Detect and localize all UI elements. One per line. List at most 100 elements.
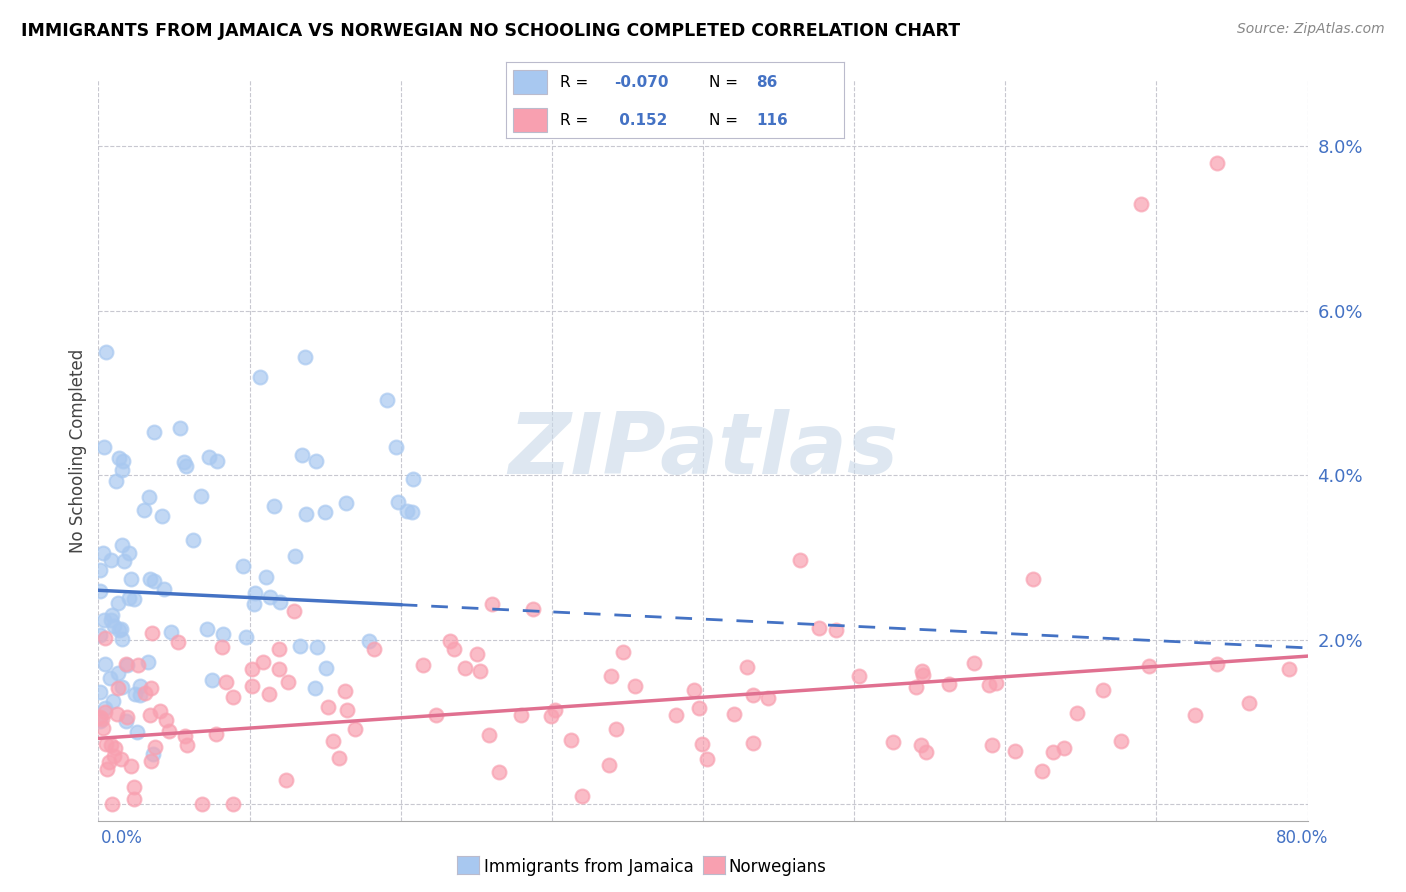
- Point: [112, 454, 135, 468]
- Point: [107, 596, 129, 610]
- Point: [201, 673, 224, 688]
- Text: Source: ZipAtlas.com: Source: ZipAtlas.com: [1237, 22, 1385, 37]
- Text: 0.152: 0.152: [614, 112, 668, 128]
- Point: [111, 680, 134, 694]
- Point: [741, 736, 763, 750]
- Point: [143, 740, 166, 755]
- Text: R =: R =: [560, 112, 588, 128]
- Point: [134, 503, 156, 517]
- Point: [1130, 196, 1153, 211]
- Point: [107, 681, 129, 695]
- Point: [129, 689, 152, 703]
- Point: [488, 765, 510, 780]
- Point: [169, 420, 191, 434]
- Point: [232, 558, 254, 573]
- Point: [96, 763, 118, 777]
- Point: [540, 709, 562, 723]
- Point: [249, 370, 271, 384]
- Point: [307, 640, 329, 654]
- Point: [915, 745, 938, 759]
- Point: [152, 509, 174, 524]
- Point: [605, 722, 627, 736]
- Point: [624, 679, 647, 693]
- Point: [276, 773, 298, 788]
- Point: [112, 554, 135, 568]
- Point: [454, 661, 477, 675]
- Point: [205, 726, 228, 740]
- Point: [115, 709, 138, 723]
- Point: [89, 685, 111, 699]
- Point: [181, 533, 204, 547]
- Point: [682, 682, 704, 697]
- Point: [789, 552, 811, 566]
- Point: [221, 797, 243, 812]
- Point: [98, 671, 121, 685]
- Point: [291, 449, 314, 463]
- Point: [103, 749, 125, 764]
- Point: [142, 574, 165, 588]
- Point: [108, 451, 131, 466]
- Point: [129, 679, 152, 693]
- Point: [100, 613, 122, 627]
- Point: [105, 474, 128, 488]
- Point: [692, 737, 714, 751]
- Point: [110, 622, 132, 636]
- Point: [257, 687, 280, 701]
- Point: [1206, 657, 1229, 671]
- Point: [481, 597, 503, 611]
- Point: [138, 655, 160, 669]
- Text: Norwegians: Norwegians: [728, 858, 827, 876]
- Point: [315, 660, 337, 674]
- Point: [267, 662, 290, 676]
- Point: [240, 679, 263, 693]
- Point: [89, 628, 111, 642]
- Point: [600, 669, 623, 683]
- Point: [159, 624, 181, 639]
- Point: [979, 678, 1001, 692]
- Point: [1137, 658, 1160, 673]
- Point: [103, 619, 125, 633]
- Point: [98, 756, 121, 770]
- Point: [905, 680, 928, 694]
- Point: [94, 344, 117, 359]
- Point: [938, 677, 960, 691]
- Point: [155, 714, 177, 728]
- Point: [117, 658, 139, 673]
- Text: IMMIGRANTS FROM JAMAICA VS NORWEGIAN NO SCHOOLING COMPLETED CORRELATION CHART: IMMIGRANTS FROM JAMAICA VS NORWEGIAN NO …: [21, 22, 960, 40]
- Point: [110, 751, 132, 765]
- Point: [166, 634, 188, 648]
- Point: [111, 538, 134, 552]
- Point: [197, 622, 219, 636]
- Point: [190, 797, 212, 812]
- Point: [825, 624, 848, 638]
- Point: [105, 706, 128, 721]
- Point: [1277, 662, 1299, 676]
- Text: ZIPatlas: ZIPatlas: [508, 409, 898, 492]
- Point: [468, 664, 491, 678]
- Point: [375, 393, 398, 408]
- Point: [387, 494, 409, 508]
- Point: [571, 789, 593, 804]
- Point: [101, 797, 124, 812]
- Point: [243, 586, 266, 600]
- Point: [412, 658, 434, 673]
- Point: [259, 590, 281, 604]
- Point: [269, 595, 291, 609]
- Point: [544, 703, 567, 717]
- Point: [335, 495, 357, 509]
- Point: [322, 734, 344, 748]
- Point: [980, 739, 1002, 753]
- Point: [984, 675, 1007, 690]
- Point: [157, 723, 180, 738]
- Point: [735, 660, 758, 674]
- Point: [911, 665, 934, 679]
- Point: [283, 605, 305, 619]
- Point: [401, 505, 423, 519]
- Point: [756, 690, 779, 705]
- Point: [89, 563, 111, 577]
- Text: 116: 116: [756, 112, 787, 128]
- Text: -0.070: -0.070: [614, 75, 669, 90]
- Point: [252, 655, 274, 669]
- Point: [93, 701, 115, 715]
- Point: [1184, 708, 1206, 723]
